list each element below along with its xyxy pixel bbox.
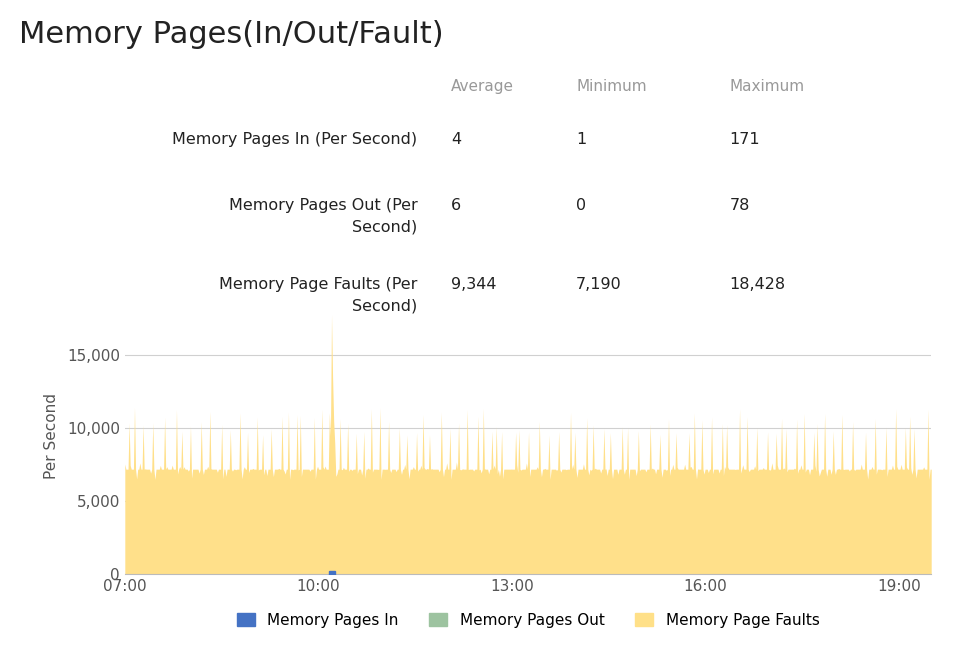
Text: 18,428: 18,428 — [730, 277, 785, 292]
Text: Minimum: Minimum — [576, 79, 647, 94]
Text: Memory Pages Out (Per
Second): Memory Pages Out (Per Second) — [228, 198, 418, 234]
Text: 9,344: 9,344 — [451, 277, 496, 292]
Text: Memory Pages(In/Out/Fault): Memory Pages(In/Out/Fault) — [19, 20, 444, 49]
Text: 78: 78 — [730, 198, 750, 213]
Text: Average: Average — [451, 79, 515, 94]
Text: 1: 1 — [576, 132, 587, 147]
Text: 7,190: 7,190 — [576, 277, 622, 292]
Text: 0: 0 — [576, 198, 587, 213]
Text: 4: 4 — [451, 132, 462, 147]
Text: Memory Pages In (Per Second): Memory Pages In (Per Second) — [173, 132, 418, 147]
Text: 171: 171 — [730, 132, 760, 147]
Text: Maximum: Maximum — [730, 79, 804, 94]
Text: Memory Page Faults (Per
Second): Memory Page Faults (Per Second) — [219, 277, 418, 314]
Y-axis label: Per Second: Per Second — [43, 393, 59, 478]
Text: 6: 6 — [451, 198, 462, 213]
Legend: Memory Pages In, Memory Pages Out, Memory Page Faults: Memory Pages In, Memory Pages Out, Memor… — [236, 612, 820, 628]
